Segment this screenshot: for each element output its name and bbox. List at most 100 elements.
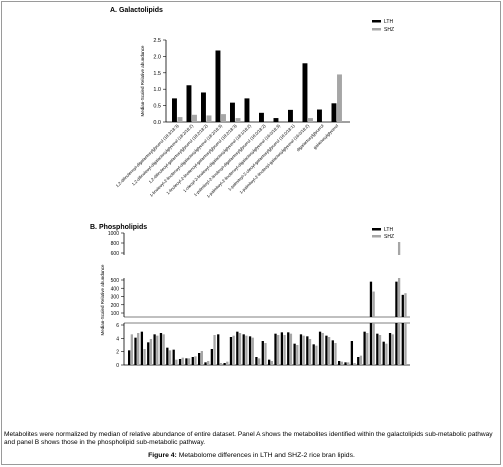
bar-shz: [206, 115, 212, 122]
y-tick-label-a: 2.0: [153, 54, 161, 60]
bar-shz: [283, 335, 286, 365]
bar-shz: [221, 114, 226, 122]
bar-lth: [147, 342, 150, 365]
bar-shz: [264, 343, 267, 365]
bar-lth: [191, 357, 194, 365]
bar-lth: [198, 353, 201, 365]
y-tick-label-a: 2.5: [153, 38, 161, 44]
bar-shz: [289, 333, 293, 365]
figure-caption: Figure 4: Metabolome differences in LTH …: [0, 452, 503, 459]
y-axis-label-b: Median-Scaled Relative abundance: [100, 264, 105, 336]
y-tick-label-b: 400: [111, 286, 120, 292]
bar-lth: [185, 358, 188, 365]
bar-lth: [140, 331, 144, 365]
bar-shz: [181, 357, 184, 365]
bar-lth: [280, 332, 284, 365]
bar-shz: [308, 118, 313, 122]
bar-lth: [159, 333, 163, 365]
bar-shz: [308, 339, 312, 365]
bar-shz: [156, 335, 159, 365]
phospholipids-chart: 1000 800 600 500 400 300 200 100 6 4 2 0 Median-Scal…: [100, 227, 410, 369]
y-tick-label-b: 2: [116, 350, 119, 356]
bar-shz: [397, 278, 401, 317]
bar-shz: [226, 361, 229, 365]
bar-lth: [306, 336, 309, 365]
legend-label-shz: SHZ: [384, 27, 394, 33]
y-tick-label-b: 6: [116, 323, 119, 329]
bar-shz: [378, 335, 382, 365]
bar-shz: [200, 351, 203, 365]
bar-shz: [245, 335, 248, 365]
bar-lth: [178, 359, 182, 365]
bar-shz: [340, 361, 343, 365]
bar-lth: [344, 362, 347, 365]
bar-lth: [331, 340, 334, 365]
y-tick-label-a: 0.0: [153, 120, 161, 126]
y-tick-label-b: 800: [111, 241, 120, 247]
bar-shz: [232, 335, 235, 365]
bar-lth: [317, 109, 322, 122]
bar-lth: [244, 98, 250, 122]
bar-shz: [391, 334, 394, 365]
bar-shz: [327, 337, 331, 365]
bar-shz: [337, 74, 342, 122]
bar-shz: [251, 337, 254, 365]
bar-lth: [274, 333, 277, 365]
bar-shz: [162, 334, 165, 365]
bar-lth: [268, 359, 271, 365]
bar-shz: [404, 323, 407, 365]
bar-lth: [331, 103, 337, 122]
figure-caption-text: Metabolome differences in LTH and SHZ-2 …: [178, 452, 355, 459]
panel-a-title: A. Galactolipids: [110, 7, 163, 14]
bar-shz: [219, 363, 223, 365]
bar-shz: [213, 335, 216, 365]
y-tick-label-b: 500: [111, 278, 120, 284]
bar-lth: [318, 331, 322, 365]
bar-shz: [397, 323, 401, 365]
legend-label-lth: LTH: [384, 19, 393, 25]
bar-lth: [172, 98, 177, 122]
bar-lth: [388, 333, 392, 365]
bar-shz: [321, 333, 324, 365]
bar-shz: [238, 333, 242, 365]
bar-shz: [315, 345, 318, 365]
bar-lth: [395, 281, 398, 317]
y-tick-label-a: 0.5: [153, 104, 161, 110]
y-tick-label-b: 600: [111, 251, 120, 257]
bar-lth: [312, 344, 315, 365]
bar-lth: [288, 109, 293, 122]
bar-lth: [293, 343, 296, 365]
bar-shz: [296, 345, 299, 365]
y-tick-label-b: 100: [111, 311, 120, 317]
bar-shz: [302, 335, 305, 365]
bar-lth: [255, 357, 258, 365]
bar-lth: [217, 334, 220, 365]
legend-swatch-shz: [372, 28, 381, 31]
bar-lth: [172, 349, 175, 365]
bar-shz: [397, 242, 401, 255]
bar-lth: [302, 63, 308, 122]
bar-lth: [273, 118, 279, 122]
bar-lth: [166, 347, 169, 365]
bar-shz: [207, 361, 210, 365]
legend-swatch-lth: [372, 20, 381, 23]
y-tick-label-b: 4: [116, 336, 119, 342]
bar-lth: [401, 323, 404, 365]
legend-label-lth-b: LTH: [384, 227, 393, 233]
bar-lth: [223, 363, 226, 365]
bar-shz: [192, 114, 197, 122]
bar-shz: [137, 333, 140, 365]
y-tick-label-b: 1000: [108, 231, 119, 237]
y-axis-label-a: Median-Scaled Relative abundance: [140, 45, 145, 117]
bar-lth: [134, 337, 137, 365]
bar-lth: [261, 341, 264, 365]
bar-lth: [186, 85, 192, 122]
bar-shz: [187, 358, 191, 365]
bar-lth: [299, 334, 303, 365]
bar-lth: [363, 331, 366, 365]
bar-shz: [334, 343, 337, 365]
bar-lth: [350, 341, 354, 365]
bar-shz: [366, 333, 369, 365]
bar-shz: [235, 118, 241, 122]
